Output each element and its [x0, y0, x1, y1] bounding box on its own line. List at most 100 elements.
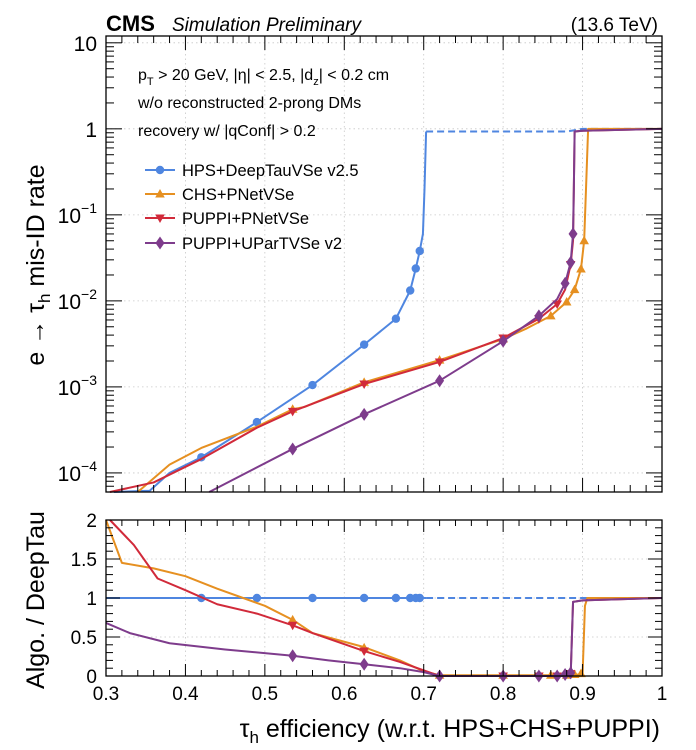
- top-series-0-marker: [406, 286, 415, 295]
- top-y-tick-label-exp: −4: [81, 458, 97, 474]
- top-series-2-marker: [434, 358, 445, 367]
- legend-entry-puppi-pnet: PUPPI+PNetVSe: [145, 210, 309, 228]
- top-y-axis-title-sub: h: [35, 294, 54, 303]
- top-series-3-marker: [568, 227, 578, 241]
- top-series: [109, 127, 663, 493]
- x-tick-label: 0.6: [331, 684, 357, 705]
- legend-marker-chs: [155, 189, 165, 198]
- top-y-tick-label-base: 10: [58, 205, 81, 228]
- top-series-0-marker: [415, 246, 424, 256]
- cms-label: CMS: [106, 11, 155, 36]
- top-series-0-line: [113, 131, 428, 493]
- top-y-tick-label-base: 1: [85, 119, 97, 142]
- annotation-pt: p: [138, 67, 147, 84]
- top-y-axis-title: e → τh mis-ID rate: [22, 164, 54, 365]
- bottom-series-0-marker: [308, 593, 317, 603]
- x-axis-title-rest: efficiency (w.r.t. HPS+CHS+PUPPI): [259, 715, 660, 743]
- top-series-3-marker: [359, 407, 369, 421]
- top-series-0-marker: [391, 314, 401, 323]
- top-series-0-marker: [359, 340, 369, 349]
- legend: HPS+DeepTauVSe v2.5 CHS+PNetVSe PUPPI+PN…: [145, 162, 359, 253]
- top-series-1-marker: [579, 235, 589, 245]
- bottom-y-tick-labels: 0 0.5 1 1.5 2: [71, 511, 97, 688]
- top-y-tick-label-exp: −3: [81, 372, 97, 388]
- bottom-ticks: [105, 519, 663, 677]
- top-y-tick-label-exp: −2: [81, 286, 97, 302]
- top-y-tick-label: 10−2: [58, 286, 98, 314]
- annotation-dm: w/o reconstructed 2-prong DMs: [137, 95, 361, 112]
- top-series-3-marker: [560, 276, 570, 290]
- top-series-0-marker: [252, 417, 262, 427]
- bottom-y-tick-label: 2: [86, 511, 97, 532]
- x-axis-title: τh efficiency (w.r.t. HPS+CHS+PUPPI): [240, 715, 660, 747]
- bottom-panel: 0 0.5 1 1.5 2 0.3 0.4 0.5 0.6 0.7 0.8 0.9 1 Algo. /…: [22, 511, 667, 747]
- legend-entry-puppi-upart: PUPPI+UParTVSe v2: [145, 235, 342, 253]
- top-series-1-marker: [569, 284, 580, 294]
- top-y-tick-label: 10: [74, 33, 97, 56]
- bottom-y-tick-label: 0: [86, 667, 97, 688]
- top-y-tick-label-exp: −1: [81, 200, 97, 216]
- bottom-series-0-marker: [252, 593, 262, 603]
- x-tick-label: 1: [657, 684, 668, 705]
- bottom-y-tick-label: 1: [86, 589, 97, 610]
- bottom-series-3-marker: [359, 657, 369, 671]
- legend-entry-hps-deeptau: HPS+DeepTauVSe v2.5: [145, 162, 359, 180]
- bottom-series-3-marker: [288, 649, 298, 663]
- bottom-series-0-marker: [391, 593, 401, 603]
- top-y-tick-label-base: 10: [58, 463, 81, 486]
- annotation-dz-rest: | < 0.2 cm: [319, 67, 389, 84]
- top-series-0-marker: [308, 380, 317, 390]
- top-series-3-marker: [435, 374, 445, 388]
- bottom-series-2-marker: [359, 647, 369, 657]
- x-tick-label: 0.7: [411, 684, 437, 705]
- top-y-tick-label: 10−3: [58, 372, 98, 400]
- x-tick-label: 0.8: [490, 684, 516, 705]
- top-series-1-marker: [546, 310, 556, 320]
- legend-entry-chs-pnet: CHS+PNetVSe: [145, 186, 294, 204]
- bottom-x-tick-labels: 0.3 0.4 0.5 0.6 0.7 0.8 0.9 1: [93, 684, 668, 705]
- bottom-y-tick-label: 1.5: [71, 550, 97, 571]
- legend-label-puppi-pnet: PUPPI+PNetVSe: [182, 210, 309, 228]
- x-tick-label: 0.9: [569, 684, 595, 705]
- bottom-series-3-line: [105, 597, 663, 677]
- legend-label-hps: HPS+DeepTauVSe v2.5: [182, 162, 359, 180]
- bottom-y-axis-title: Algo. / DeepTau: [22, 511, 50, 689]
- legend-marker-hps: [155, 165, 165, 175]
- x-tick-label: 0.4: [172, 684, 199, 705]
- legend-label-chs: CHS+PNetVSe: [182, 186, 294, 204]
- energy-label: (13.6 TeV): [571, 15, 658, 36]
- top-panel-frame: [105, 35, 663, 493]
- top-series-1-marker: [576, 263, 586, 273]
- top-series-0-dashed-line: [426, 127, 662, 133]
- top-y-tick-label: 1: [85, 119, 97, 142]
- legend-marker-puppi-pnet: [155, 214, 165, 223]
- bottom-series-2-marker: [287, 621, 298, 631]
- top-ticks: [105, 36, 663, 493]
- bottom-series-1-marker: [576, 668, 586, 678]
- top-series-2-marker: [287, 407, 298, 417]
- top-series-2-marker: [552, 300, 562, 309]
- top-y-tick-label-base: 10: [74, 33, 97, 56]
- top-series-2-marker: [359, 380, 369, 390]
- legend-marker-puppi-upart: [155, 236, 165, 250]
- top-series-3-line: [208, 127, 663, 493]
- annotation-pt-sub: T: [147, 76, 154, 88]
- top-y-axis-title-rest: mis-ID rate: [22, 164, 50, 293]
- top-y-tick-label: 10−1: [58, 200, 98, 228]
- bottom-series-1-marker: [287, 614, 298, 624]
- simulation-preliminary-label: Simulation Preliminary: [172, 15, 363, 36]
- annotation-pt-rest: > 20 GeV, |η| < 2.5, |d: [154, 67, 314, 84]
- x-axis-title-main: τ: [240, 715, 250, 743]
- top-series-3-marker: [566, 255, 576, 269]
- annotation-cuts: pT > 20 GeV, |η| < 2.5, |dz| < 0.2 cm: [138, 67, 389, 88]
- bottom-series: [105, 519, 663, 683]
- x-tick-label: 0.3: [93, 684, 119, 705]
- bottom-series-1-line: [105, 519, 662, 677]
- x-tick-label: 0.5: [252, 684, 278, 705]
- bottom-series-0-marker: [359, 593, 369, 603]
- bottom-series-0-marker: [415, 593, 424, 603]
- top-series-3-marker: [498, 334, 508, 348]
